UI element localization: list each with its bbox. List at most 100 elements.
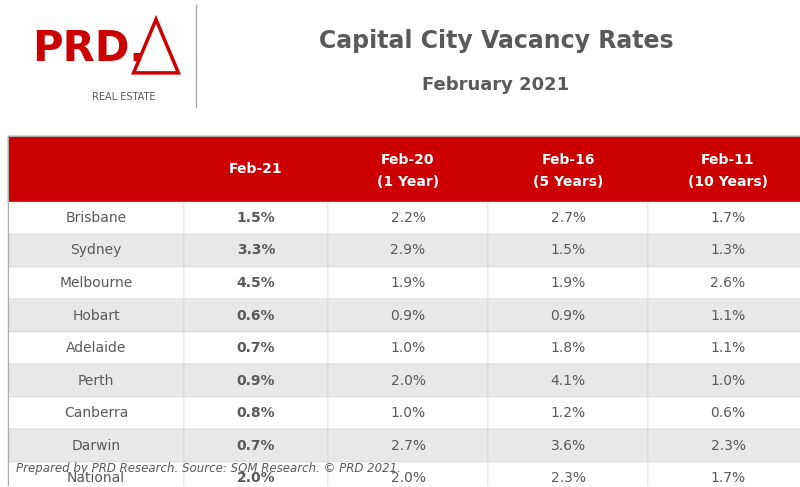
FancyBboxPatch shape xyxy=(8,234,184,267)
FancyBboxPatch shape xyxy=(648,299,800,332)
Text: (5 Years): (5 Years) xyxy=(533,175,603,189)
FancyBboxPatch shape xyxy=(8,202,184,234)
FancyBboxPatch shape xyxy=(184,267,328,299)
Text: Canberra: Canberra xyxy=(64,406,128,420)
FancyBboxPatch shape xyxy=(184,430,328,462)
Text: Capital City Vacancy Rates: Capital City Vacancy Rates xyxy=(318,29,674,53)
Text: REAL ESTATE: REAL ESTATE xyxy=(92,92,156,102)
Text: Adelaide: Adelaide xyxy=(66,341,126,355)
FancyBboxPatch shape xyxy=(648,136,800,202)
Text: 0.6%: 0.6% xyxy=(710,406,746,420)
FancyBboxPatch shape xyxy=(184,136,328,202)
Text: 1.2%: 1.2% xyxy=(550,406,586,420)
Text: Sydney: Sydney xyxy=(70,244,122,258)
Text: 4.1%: 4.1% xyxy=(550,374,586,388)
Text: 2.3%: 2.3% xyxy=(550,471,586,485)
FancyBboxPatch shape xyxy=(8,267,184,299)
Text: 1.9%: 1.9% xyxy=(550,276,586,290)
Text: 1.7%: 1.7% xyxy=(710,471,746,485)
FancyBboxPatch shape xyxy=(648,267,800,299)
Text: Feb-16: Feb-16 xyxy=(542,152,594,167)
FancyBboxPatch shape xyxy=(328,397,488,430)
FancyBboxPatch shape xyxy=(648,430,800,462)
FancyBboxPatch shape xyxy=(328,332,488,364)
Text: 1.8%: 1.8% xyxy=(550,341,586,355)
FancyBboxPatch shape xyxy=(184,397,328,430)
Text: 4.5%: 4.5% xyxy=(237,276,275,290)
FancyBboxPatch shape xyxy=(8,332,184,364)
FancyBboxPatch shape xyxy=(648,234,800,267)
Text: 0.9%: 0.9% xyxy=(237,374,275,388)
Text: 2.2%: 2.2% xyxy=(390,211,426,225)
FancyBboxPatch shape xyxy=(488,332,648,364)
FancyBboxPatch shape xyxy=(488,462,648,487)
FancyBboxPatch shape xyxy=(328,234,488,267)
Text: 2.7%: 2.7% xyxy=(550,211,586,225)
Text: 0.9%: 0.9% xyxy=(550,309,586,322)
Text: 3.6%: 3.6% xyxy=(550,439,586,453)
FancyBboxPatch shape xyxy=(8,364,184,397)
Text: 0.7%: 0.7% xyxy=(237,341,275,355)
Text: (10 Years): (10 Years) xyxy=(688,175,768,189)
Text: 1.3%: 1.3% xyxy=(710,244,746,258)
Text: 1.9%: 1.9% xyxy=(390,276,426,290)
Text: 3.3%: 3.3% xyxy=(237,244,275,258)
Text: 2.0%: 2.0% xyxy=(237,471,275,485)
FancyBboxPatch shape xyxy=(648,397,800,430)
FancyBboxPatch shape xyxy=(184,364,328,397)
FancyBboxPatch shape xyxy=(488,136,648,202)
FancyBboxPatch shape xyxy=(328,364,488,397)
Text: 1.0%: 1.0% xyxy=(710,374,746,388)
FancyBboxPatch shape xyxy=(488,267,648,299)
FancyBboxPatch shape xyxy=(8,397,184,430)
Text: 0.7%: 0.7% xyxy=(237,439,275,453)
FancyBboxPatch shape xyxy=(8,136,184,202)
Text: National: National xyxy=(67,471,125,485)
Text: 1.5%: 1.5% xyxy=(550,244,586,258)
FancyBboxPatch shape xyxy=(184,202,328,234)
FancyBboxPatch shape xyxy=(328,136,488,202)
Text: Feb-21: Feb-21 xyxy=(229,162,283,176)
Text: 2.0%: 2.0% xyxy=(390,471,426,485)
Text: 1.1%: 1.1% xyxy=(710,309,746,322)
FancyBboxPatch shape xyxy=(184,234,328,267)
Text: 2.7%: 2.7% xyxy=(390,439,426,453)
FancyBboxPatch shape xyxy=(328,267,488,299)
Text: 2.9%: 2.9% xyxy=(390,244,426,258)
FancyBboxPatch shape xyxy=(488,364,648,397)
FancyBboxPatch shape xyxy=(488,397,648,430)
Text: 2.0%: 2.0% xyxy=(390,374,426,388)
Text: Melbourne: Melbourne xyxy=(59,276,133,290)
Text: Darwin: Darwin xyxy=(71,439,121,453)
Text: 0.6%: 0.6% xyxy=(237,309,275,322)
Text: Perth: Perth xyxy=(78,374,114,388)
FancyBboxPatch shape xyxy=(184,332,328,364)
Text: Hobart: Hobart xyxy=(72,309,120,322)
Text: 0.8%: 0.8% xyxy=(237,406,275,420)
FancyBboxPatch shape xyxy=(648,202,800,234)
FancyBboxPatch shape xyxy=(648,332,800,364)
Text: Prepared by PRD Research. Source: SQM Research. © PRD 2021.: Prepared by PRD Research. Source: SQM Re… xyxy=(16,462,401,475)
Text: 2.6%: 2.6% xyxy=(710,276,746,290)
Text: Brisbane: Brisbane xyxy=(66,211,126,225)
Text: 1.7%: 1.7% xyxy=(710,211,746,225)
Text: 1.0%: 1.0% xyxy=(390,406,426,420)
FancyBboxPatch shape xyxy=(328,462,488,487)
Text: 0.9%: 0.9% xyxy=(390,309,426,322)
FancyBboxPatch shape xyxy=(488,234,648,267)
Text: Feb-11: Feb-11 xyxy=(701,152,755,167)
FancyBboxPatch shape xyxy=(328,299,488,332)
FancyBboxPatch shape xyxy=(184,299,328,332)
Text: Feb-20: Feb-20 xyxy=(382,152,434,167)
FancyBboxPatch shape xyxy=(8,462,184,487)
Text: (1 Year): (1 Year) xyxy=(377,175,439,189)
FancyBboxPatch shape xyxy=(648,364,800,397)
FancyBboxPatch shape xyxy=(648,462,800,487)
FancyBboxPatch shape xyxy=(488,430,648,462)
FancyBboxPatch shape xyxy=(328,430,488,462)
FancyBboxPatch shape xyxy=(488,202,648,234)
FancyBboxPatch shape xyxy=(184,462,328,487)
FancyBboxPatch shape xyxy=(328,202,488,234)
FancyBboxPatch shape xyxy=(488,299,648,332)
Text: 1.5%: 1.5% xyxy=(237,211,275,225)
